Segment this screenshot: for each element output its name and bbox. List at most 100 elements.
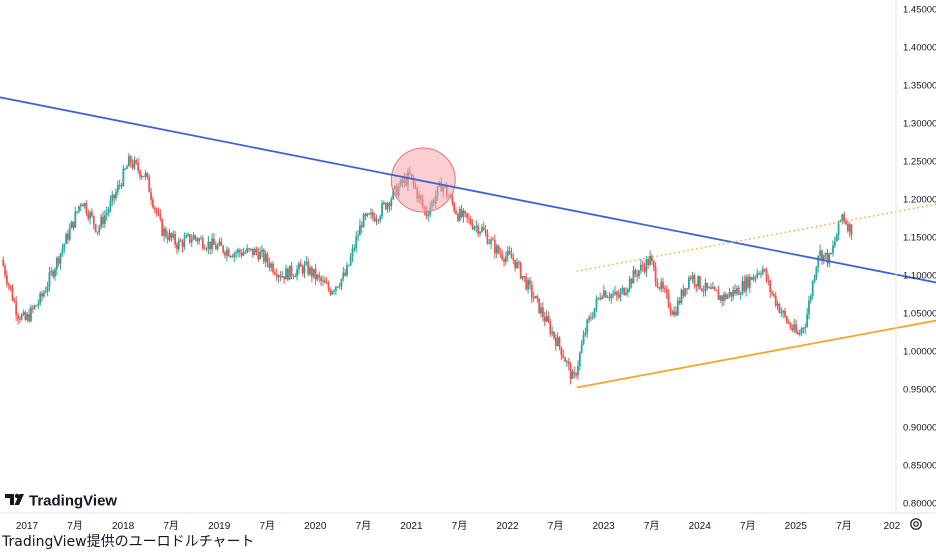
candle-body [392,189,395,200]
candle-body [512,258,515,261]
candle-body [813,278,816,282]
candle-body [795,324,797,333]
time-axis[interactable]: 2017 7月 2018 7月 2019 7月 2020 7月 2021 7月 2022 7月 2023… [16,520,901,532]
candle-body [632,269,635,284]
tradingview-logo[interactable]: TradingView [5,493,117,510]
candle-body [540,307,542,314]
candle-body [723,294,725,301]
candle-body [656,282,659,288]
candle-body [161,219,164,236]
candle-body [530,284,533,298]
candle-body [142,176,145,178]
candle-body [763,269,766,271]
candle-body [771,292,773,294]
candle-body [120,185,123,187]
candle-body [591,317,594,319]
candle-body [262,249,265,262]
candle-body [386,203,389,210]
y-tick-label: 0.80000 [903,499,936,510]
candle-body [4,266,6,276]
candle-body [839,220,842,222]
candle-body [183,237,186,248]
candle-body [475,225,478,227]
candle-body [793,324,796,331]
candle-body [582,335,585,345]
candle-body [828,253,831,264]
candle-body [453,203,456,211]
candle-body [325,282,328,284]
candle-body [257,252,260,260]
candle-body [575,373,578,376]
gear-icon[interactable] [908,516,924,532]
candle-body [553,331,555,338]
candle-body [643,267,646,272]
price-axis[interactable]: 1.45000 1.40000 1.35000 1.30000 1.25000 1.200… [903,5,936,510]
candle-body [2,259,5,267]
candle-body [499,253,502,255]
candle-body [667,293,670,307]
candle-body [468,217,470,219]
candle-body [164,228,167,237]
candle-body [669,306,672,312]
candle-body [329,289,332,295]
y-tick-label: 1.40000 [903,43,936,54]
candle-body [458,209,461,221]
candle-body [310,267,313,277]
candle-body [493,240,496,254]
candle-body [200,238,202,240]
candle-body [665,289,668,294]
candle-body [227,249,230,257]
candle-body [187,234,189,236]
candle-body [806,314,809,327]
x-tick-label: 7月 [356,520,372,532]
candle-body [464,211,467,214]
candle-body [336,286,339,288]
candle-body [480,227,483,232]
candle-body [802,328,805,330]
candle-body [207,241,210,249]
candle-body [203,248,206,250]
candle-body [72,221,75,228]
candle-body [748,276,751,288]
candle-body [96,231,99,233]
candle-body [89,212,91,219]
candle-body [65,233,67,245]
candle-body [466,213,469,218]
candle-body [506,250,509,257]
candle-body [277,275,280,278]
candle-body [845,220,847,224]
candle-body [353,248,356,250]
candle-body [625,292,627,295]
candle-body [13,300,16,302]
candle-body [741,281,744,295]
candle-body [774,295,777,306]
candle-body [797,332,799,335]
candle-body [651,256,653,261]
candle-body [100,216,103,227]
candle-body [676,300,679,316]
candle-body [144,172,147,177]
candle-body [473,226,476,230]
candle-body [103,215,106,225]
candle-body [538,298,541,314]
candle-body [296,269,298,277]
candle-body [817,255,820,268]
candle-body [150,192,152,200]
candle-body [39,293,42,304]
candle-body [547,316,550,322]
candle-body [599,297,602,299]
candle-body [425,210,428,216]
candle-body [185,235,188,238]
candle-body [188,234,191,243]
candle-body [281,276,284,278]
x-tick-label: 7月 [259,520,275,532]
candles-layer [2,153,853,385]
candle-body [756,273,759,277]
y-tick-label: 1.25000 [903,157,936,168]
candle-body [211,238,213,250]
candle-body [292,275,295,277]
candle-body [549,321,552,334]
candle-body [238,249,241,253]
